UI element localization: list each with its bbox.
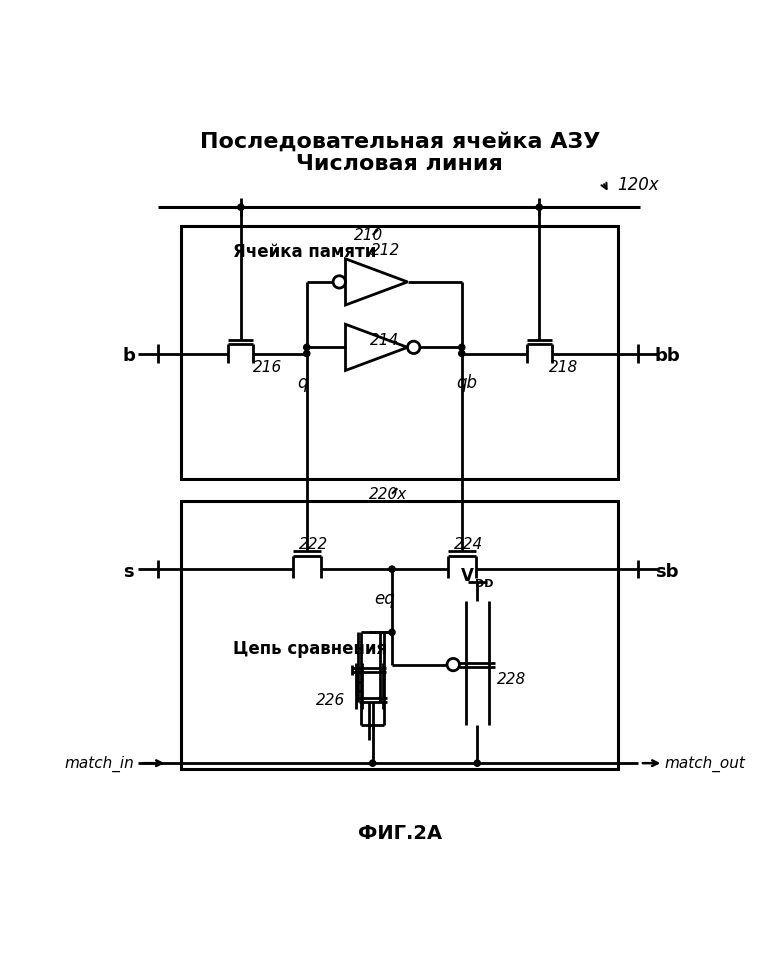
Circle shape <box>303 351 310 358</box>
Text: q: q <box>297 373 307 392</box>
Circle shape <box>238 205 244 211</box>
Text: DD: DD <box>475 578 494 589</box>
Text: 212: 212 <box>371 243 400 258</box>
Circle shape <box>303 345 310 351</box>
Text: Числовая линия: Числовая линия <box>296 153 503 173</box>
Text: Ячейка памяти: Ячейка памяти <box>233 243 377 261</box>
Text: match_out: match_out <box>665 755 746 772</box>
Circle shape <box>389 567 395 573</box>
Circle shape <box>370 760 376 766</box>
Text: qb: qb <box>456 373 477 392</box>
Text: s: s <box>123 562 134 580</box>
Text: Цепь сравнения: Цепь сравнения <box>233 639 387 657</box>
Text: 210: 210 <box>354 228 384 242</box>
Text: match_in: match_in <box>65 755 135 772</box>
Bar <box>181 502 619 770</box>
Text: b: b <box>122 347 135 364</box>
Text: 220x: 220x <box>369 487 407 501</box>
Text: 226: 226 <box>316 692 346 707</box>
Circle shape <box>536 205 542 211</box>
Text: bb: bb <box>654 347 680 364</box>
Text: 224: 224 <box>454 536 484 552</box>
Text: V: V <box>460 566 473 584</box>
Text: 216: 216 <box>253 360 282 375</box>
Text: 218: 218 <box>548 360 578 375</box>
Text: 222: 222 <box>299 536 328 552</box>
Circle shape <box>474 760 480 766</box>
Bar <box>181 228 619 480</box>
Text: Последовательная ячейка АЗУ: Последовательная ячейка АЗУ <box>200 132 600 151</box>
Text: sb: sb <box>655 562 679 580</box>
Text: eq: eq <box>374 589 395 607</box>
Text: 214: 214 <box>370 333 399 348</box>
Text: 120x: 120x <box>617 176 658 193</box>
Circle shape <box>459 345 465 351</box>
Text: 228: 228 <box>497 671 526 686</box>
Circle shape <box>389 629 395 636</box>
Circle shape <box>459 351 465 358</box>
Text: ФИГ.2А: ФИГ.2А <box>358 823 441 842</box>
